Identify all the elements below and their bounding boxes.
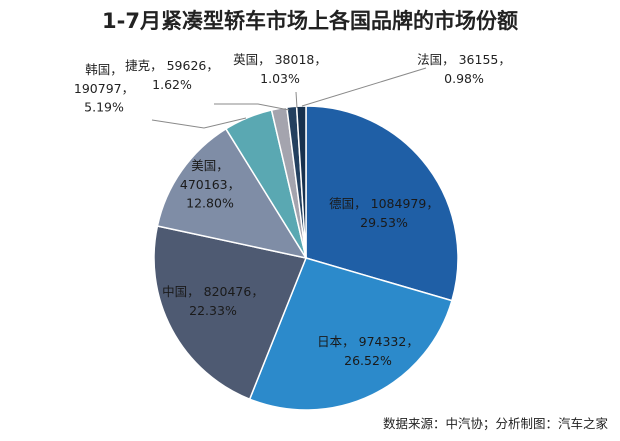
pie-slice-2 — [248, 257, 453, 411]
leader-lines — [151, 67, 427, 129]
data-label-1: 德国， 1084979， 29.53% — [329, 196, 439, 230]
pie-slice-3 — [153, 225, 308, 401]
data-label-6: 捷克， 59626， 1.62% — [125, 58, 219, 92]
data-label-7: 英国， 38018， 1.03% — [233, 52, 327, 86]
chart-title: 1-7月紧凑型轿车市场上各国品牌的市场份额 — [102, 9, 518, 33]
source-note: 数据来源：中汽协；分析制图：汽车之家 — [383, 416, 609, 431]
data-label-5: 韩国， 190797， 5.19% — [74, 62, 134, 115]
leader-line-7 — [295, 91, 298, 109]
pie-slice-4 — [156, 127, 308, 260]
slice-labels: 德国， 1084979， 29.53% 日本， 974332， 26.52% 中国， 8… — [74, 52, 511, 368]
data-label-2: 日本， 974332， 26.52% — [317, 334, 419, 368]
leader-line-6 — [214, 103, 290, 111]
leader-line-8 — [301, 67, 427, 107]
pie-slice-1 — [305, 105, 459, 302]
data-label-3: 中国， 820476， 22.33% — [162, 284, 264, 318]
data-label-4: 美国， 470163， 12.80% — [180, 158, 240, 211]
pie-slices — [153, 105, 459, 411]
leader-line-5 — [151, 117, 247, 129]
data-label-8: 法国， 36155， 0.98% — [417, 52, 511, 86]
